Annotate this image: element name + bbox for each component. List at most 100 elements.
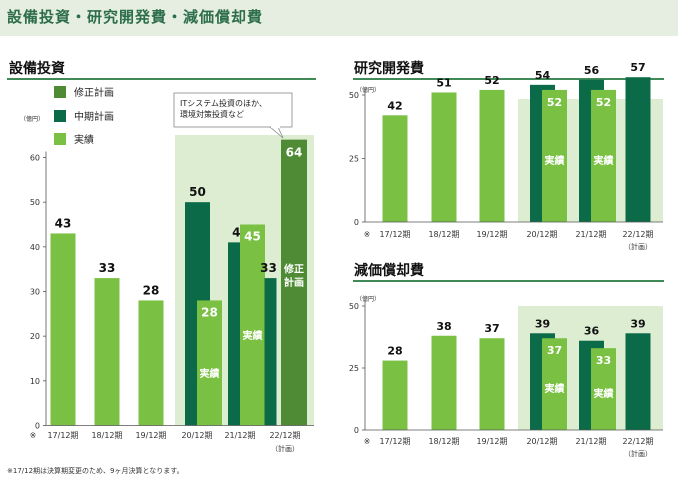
capex-y-tick-label: 10	[30, 377, 40, 386]
capex-revised-inner-label: 修正計画	[283, 263, 304, 290]
depreciation-x-tick-label: 17/12期	[379, 437, 410, 446]
depreciation-actual-value-label: 38	[436, 320, 451, 333]
capex-legend-label: 中期計画	[74, 110, 114, 123]
capex-plan-bar	[264, 278, 277, 426]
capex-revised-value-label: 64	[286, 146, 303, 160]
depreciation-actual-value-label: 37	[484, 322, 499, 335]
rnd-x-tick-label: 17/12期	[379, 230, 410, 239]
rnd-plan-value-label: 54	[535, 69, 551, 82]
depreciation-x-tick-label: 20/12期	[526, 437, 557, 446]
capex-actual-value-label: 45	[244, 230, 261, 244]
capex-actual-bar	[94, 278, 120, 426]
capex-actual-value-label: 28	[201, 305, 218, 319]
capex-actual-value-label: 43	[55, 216, 72, 230]
depreciation-x-tick-label: 19/12期	[476, 437, 507, 446]
depreciation-actual-bar	[591, 348, 616, 430]
page-header: 設備投資・研究開発費・減価償却費	[0, 0, 678, 36]
capex-title-underline	[7, 78, 316, 80]
capex-actual-bar	[50, 233, 76, 426]
rnd-x-tick-subnote: （計画）	[624, 242, 652, 251]
rnd-actual-value-label: 52	[547, 96, 562, 109]
rnd-actual-value-label: 42	[387, 99, 402, 112]
depreciation-x-tick-label: 22/12期	[622, 437, 653, 446]
rnd-actual-bar	[591, 89, 616, 222]
capex-x-tick-subnote: （計画）	[271, 444, 299, 453]
rnd-title-underline	[353, 78, 664, 80]
rnd-x-tick-label: 20/12期	[526, 230, 557, 239]
capex-legend-swatch	[54, 133, 66, 145]
capex-actual-inner-label: 実績	[243, 329, 263, 342]
capex-actual-value-label: 28	[143, 283, 160, 297]
capex-y-tick-label: 20	[30, 332, 40, 341]
capex-annotation-text: ITシステム投資のほか、環境対策投資など	[180, 98, 267, 119]
depreciation-x-tick-label: 18/12期	[428, 437, 459, 446]
rnd-first-category-mark: ※	[364, 230, 371, 239]
capex-legend-label: 実績	[74, 133, 94, 146]
rnd-actual-bar	[542, 89, 567, 222]
capex-title: 設備投資	[9, 61, 65, 77]
capex-y-tick-label: 50	[30, 198, 40, 207]
capex-annotation-pointer-mask	[271, 125, 280, 128]
rnd-title: 研究開発費	[354, 61, 424, 77]
capex-actual-bar	[138, 300, 164, 426]
capex-legend-swatch	[54, 86, 66, 98]
depreciation-actual-bar	[382, 360, 408, 430]
depreciation-plan-value-label: 39	[535, 317, 550, 330]
rnd-y-tick-label: 50	[349, 91, 359, 100]
capex-actual-bar	[197, 300, 222, 426]
capex-revised-bar	[281, 139, 307, 426]
capex-y-unit: （億円）	[20, 115, 44, 123]
depreciation-y-tick-label: 0	[354, 426, 359, 435]
rnd-x-tick-label: 21/12期	[575, 230, 606, 239]
depreciation-y-tick-label: 25	[349, 364, 359, 373]
depreciation-x-tick-label: 21/12期	[575, 437, 606, 446]
capex-y-tick-label: 40	[30, 243, 40, 252]
capex-first-category-mark: ※	[30, 431, 37, 440]
capex-legend-swatch	[54, 110, 66, 122]
rnd-actual-inner-label: 実績	[545, 154, 565, 167]
depreciation-y-tick-label: 50	[349, 302, 359, 311]
depreciation-actual-value-label: 33	[596, 354, 611, 367]
depreciation-plan-bar	[625, 333, 651, 430]
capex-revised-inner-label-line: 計画	[284, 276, 304, 289]
depreciation-actual-value-label: 37	[547, 344, 562, 357]
rnd-y-tick-label: 25	[349, 155, 359, 164]
depreciation-actual-inner-label: 実績	[594, 387, 614, 400]
capex-actual-bar	[240, 224, 265, 426]
footnote: ※17/12期は決算期変更のため、9ヶ月決算となります。	[7, 467, 184, 475]
capex-plan-value-label: 33	[260, 261, 277, 275]
capex-x-tick-label: 22/12期	[269, 431, 300, 440]
rnd-actual-bar	[382, 115, 408, 222]
rnd-plan-bar	[625, 77, 651, 222]
rnd-actual-value-label: 52	[484, 74, 499, 87]
rnd-actual-bar	[479, 89, 505, 222]
depreciation-actual-bar	[479, 338, 505, 430]
depreciation-plan-value-label: 36	[584, 325, 600, 338]
rnd-actual-bar	[431, 92, 457, 223]
capex-x-tick-label: 18/12期	[91, 431, 122, 440]
capex-annotation-text-line: ITシステム投資のほか、	[180, 98, 267, 108]
capex-revised-inner-label-line: 修正	[283, 263, 304, 276]
capex-y-tick-label: 0	[35, 422, 40, 431]
depreciation-first-category-mark: ※	[364, 437, 371, 446]
rnd-actual-inner-label: 実績	[594, 154, 614, 167]
capex-y-tick-label: 60	[30, 154, 40, 163]
capex-annotation-box	[173, 92, 293, 128]
capex-actual-inner-label: 実績	[200, 367, 220, 380]
rnd-actual-value-label: 51	[436, 76, 451, 89]
rnd-y-unit: （億円）	[356, 86, 380, 94]
depreciation-actual-bar	[542, 338, 567, 430]
capex-legend-label: 修正計画	[74, 86, 114, 99]
rnd-x-tick-label: 18/12期	[428, 230, 459, 239]
capex-plan-value-label: 50	[189, 185, 206, 199]
capex-annotation-text-line: 環境対策投資など	[180, 109, 244, 119]
capex-x-tick-label: 21/12期	[224, 431, 255, 440]
rnd-x-tick-label: 19/12期	[476, 230, 507, 239]
capex-x-tick-label: 17/12期	[47, 431, 78, 440]
depreciation-actual-value-label: 28	[387, 345, 402, 358]
capex-y-tick-label: 30	[30, 288, 40, 297]
depreciation-x-tick-subnote: （計画）	[624, 449, 652, 458]
capex-x-tick-label: 20/12期	[181, 431, 212, 440]
depreciation-actual-inner-label: 実績	[545, 382, 565, 395]
